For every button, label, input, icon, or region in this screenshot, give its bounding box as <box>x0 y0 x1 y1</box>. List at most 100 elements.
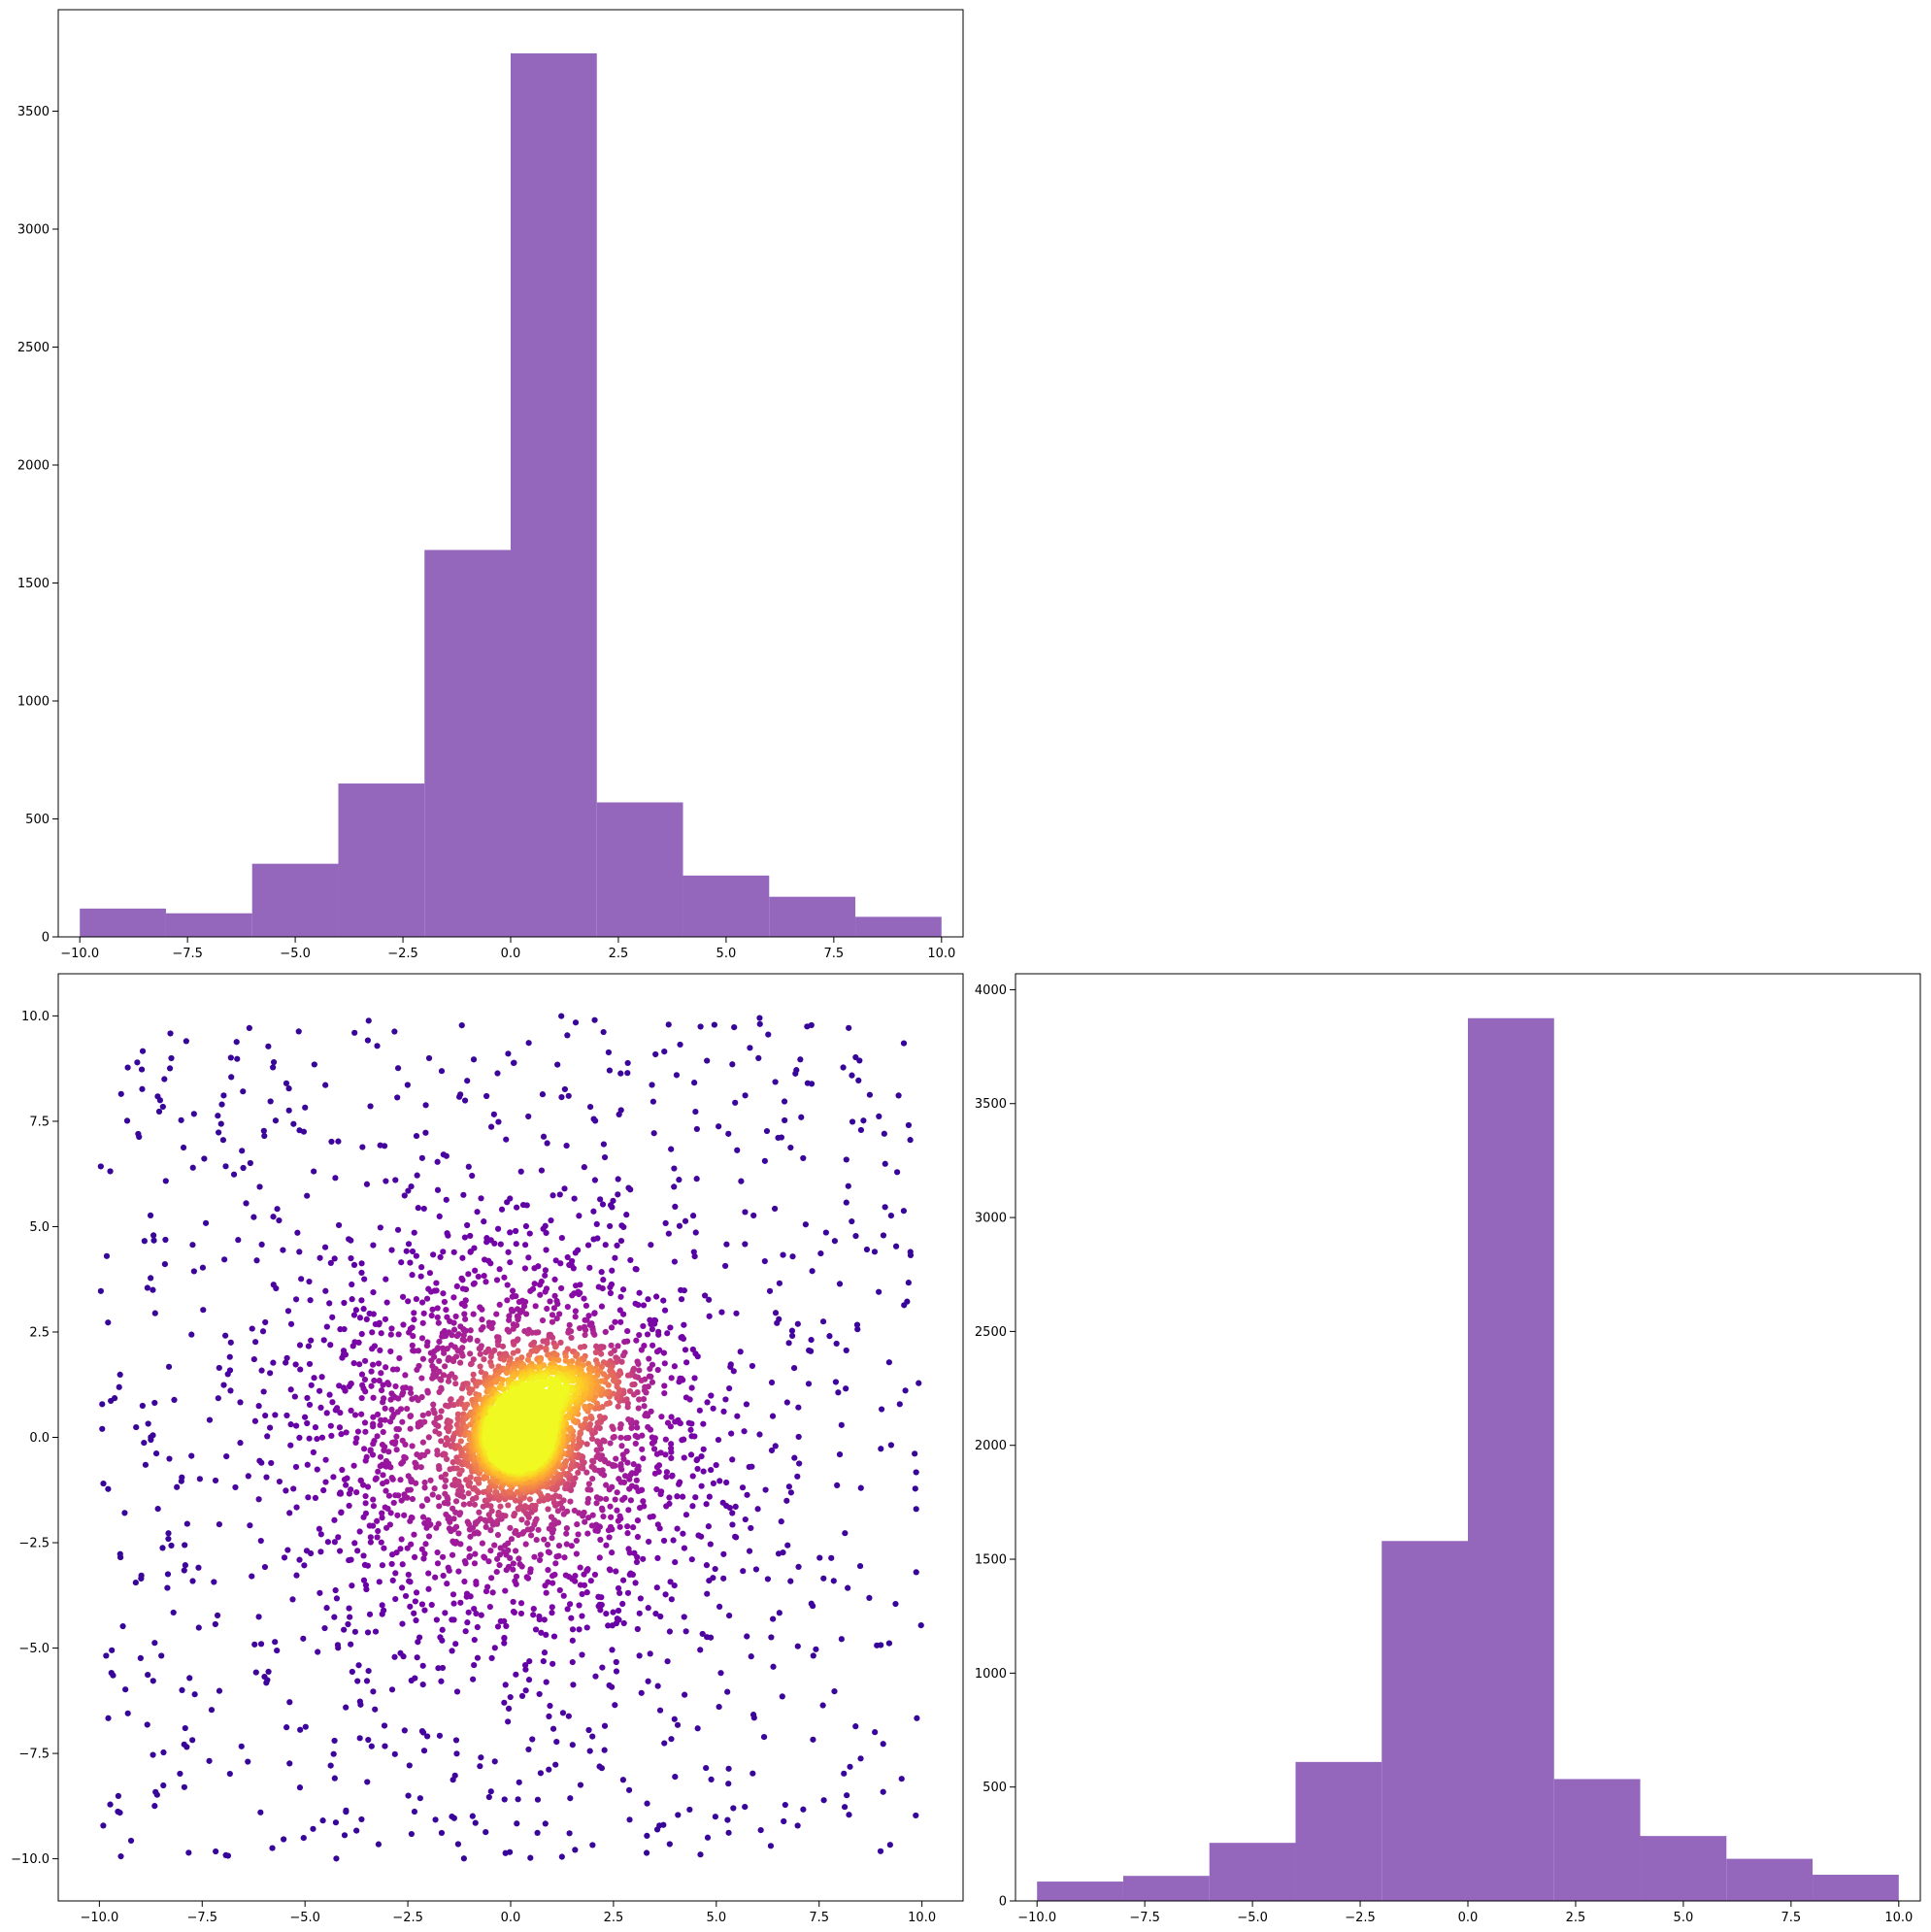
scatter-point <box>212 1477 219 1484</box>
scatter-point <box>516 1298 522 1306</box>
scatter-point <box>367 1539 374 1546</box>
scatter-point <box>820 1797 827 1804</box>
scatter-point <box>563 1142 570 1149</box>
scatter-point <box>704 1399 711 1406</box>
scatter-point <box>311 1168 317 1175</box>
scatter-point <box>308 1549 315 1557</box>
scatter-point <box>560 1497 567 1504</box>
scatter-point <box>706 1493 713 1500</box>
scatter-point <box>374 1411 382 1418</box>
scatter-point <box>260 1388 267 1395</box>
scatter-point <box>450 1249 457 1255</box>
scatter-point <box>177 1770 183 1778</box>
scatter-point <box>649 1098 656 1105</box>
scatter-point <box>474 1654 482 1661</box>
scatter-point <box>250 1355 257 1363</box>
scatter-point <box>606 1486 613 1493</box>
scatter-point <box>471 1484 478 1491</box>
scatter-point <box>502 1513 509 1519</box>
scatter-point <box>246 1024 252 1031</box>
scatter-point <box>583 1624 590 1631</box>
scatter-point <box>371 1377 378 1384</box>
scatter-point <box>418 1154 425 1161</box>
scatter-point <box>331 1539 338 1546</box>
scatter-point <box>584 1530 591 1537</box>
scatter-point <box>843 1199 849 1206</box>
scatter-point <box>333 1595 341 1602</box>
scatter-point <box>525 1113 532 1120</box>
scatter-point <box>348 1381 354 1387</box>
scatter-point <box>337 1410 344 1416</box>
scatter-point <box>549 1660 556 1667</box>
scatter-point <box>553 1738 560 1746</box>
scatter-point <box>800 1806 807 1813</box>
scatter-point <box>388 1686 396 1693</box>
scatter-point <box>449 1813 455 1820</box>
scatter-point <box>513 1241 519 1248</box>
scatter-point <box>150 1237 157 1244</box>
scatter-point <box>913 1469 919 1476</box>
scatter-point <box>374 1433 381 1440</box>
scatter-point <box>181 1567 187 1574</box>
scatter-point <box>505 1540 512 1547</box>
scatter-point <box>296 1249 303 1255</box>
scatter-point <box>103 1252 111 1259</box>
scatter-point <box>478 1195 484 1202</box>
scatter-point <box>591 1177 599 1183</box>
scatter-point <box>334 1642 342 1649</box>
scatter-point <box>660 1349 668 1356</box>
scatter-point <box>283 1724 290 1731</box>
scatter-point <box>672 1558 679 1566</box>
scatter-point <box>334 1405 341 1412</box>
scatter-point <box>152 1450 160 1457</box>
scatter-point <box>420 1310 427 1316</box>
scatter-point <box>649 1082 655 1088</box>
scatter-point <box>469 1386 476 1393</box>
scatter-point <box>719 1499 726 1506</box>
scatter-point <box>460 1855 467 1862</box>
scatter-point <box>493 1478 500 1484</box>
scatter-point <box>524 1356 532 1363</box>
scatter-point <box>253 1257 260 1264</box>
scatter-point <box>672 1418 679 1425</box>
scatter-point <box>245 1758 251 1765</box>
scatter-point <box>293 1504 300 1511</box>
scatter-point <box>649 1379 656 1385</box>
scatter-point <box>724 1816 731 1823</box>
scatter-point <box>570 1265 577 1272</box>
scatter-point <box>696 1407 703 1414</box>
scatter-point <box>551 1292 558 1299</box>
scatter-point <box>332 1175 339 1182</box>
scatter-point <box>668 1146 675 1152</box>
scatter-point <box>377 1224 383 1231</box>
scatter-point <box>660 1537 668 1545</box>
scatter-point <box>409 1495 416 1503</box>
scatter-point <box>263 1474 270 1481</box>
scatter-point <box>178 1116 184 1123</box>
scatter-point <box>350 1261 358 1269</box>
scatter-point <box>488 1362 495 1369</box>
scatter-point <box>374 1517 381 1524</box>
scatter-point <box>549 1521 555 1528</box>
scatter-point <box>569 1292 576 1299</box>
scatter-point <box>674 1721 682 1728</box>
scatter-point <box>718 1309 725 1316</box>
scatter-point <box>419 1439 426 1446</box>
scatter-point <box>506 1328 513 1335</box>
scatter-point <box>650 1446 658 1452</box>
scatter-point <box>227 1387 234 1394</box>
scatter-point <box>418 1299 426 1306</box>
scatter-point <box>391 1653 398 1660</box>
scatter-point <box>536 1282 544 1288</box>
scatter-point <box>462 1297 469 1304</box>
scatter-point <box>304 1461 311 1468</box>
scatter-point <box>505 1705 513 1713</box>
scatter-point <box>572 1019 580 1026</box>
scatter-point <box>228 1074 235 1081</box>
scatter-point <box>704 1834 712 1841</box>
scatter-point <box>483 1239 490 1246</box>
scatter-point <box>450 1326 458 1333</box>
scatter-point <box>389 1476 396 1482</box>
scatter-point <box>425 1585 432 1592</box>
scatter-point <box>483 1092 490 1100</box>
